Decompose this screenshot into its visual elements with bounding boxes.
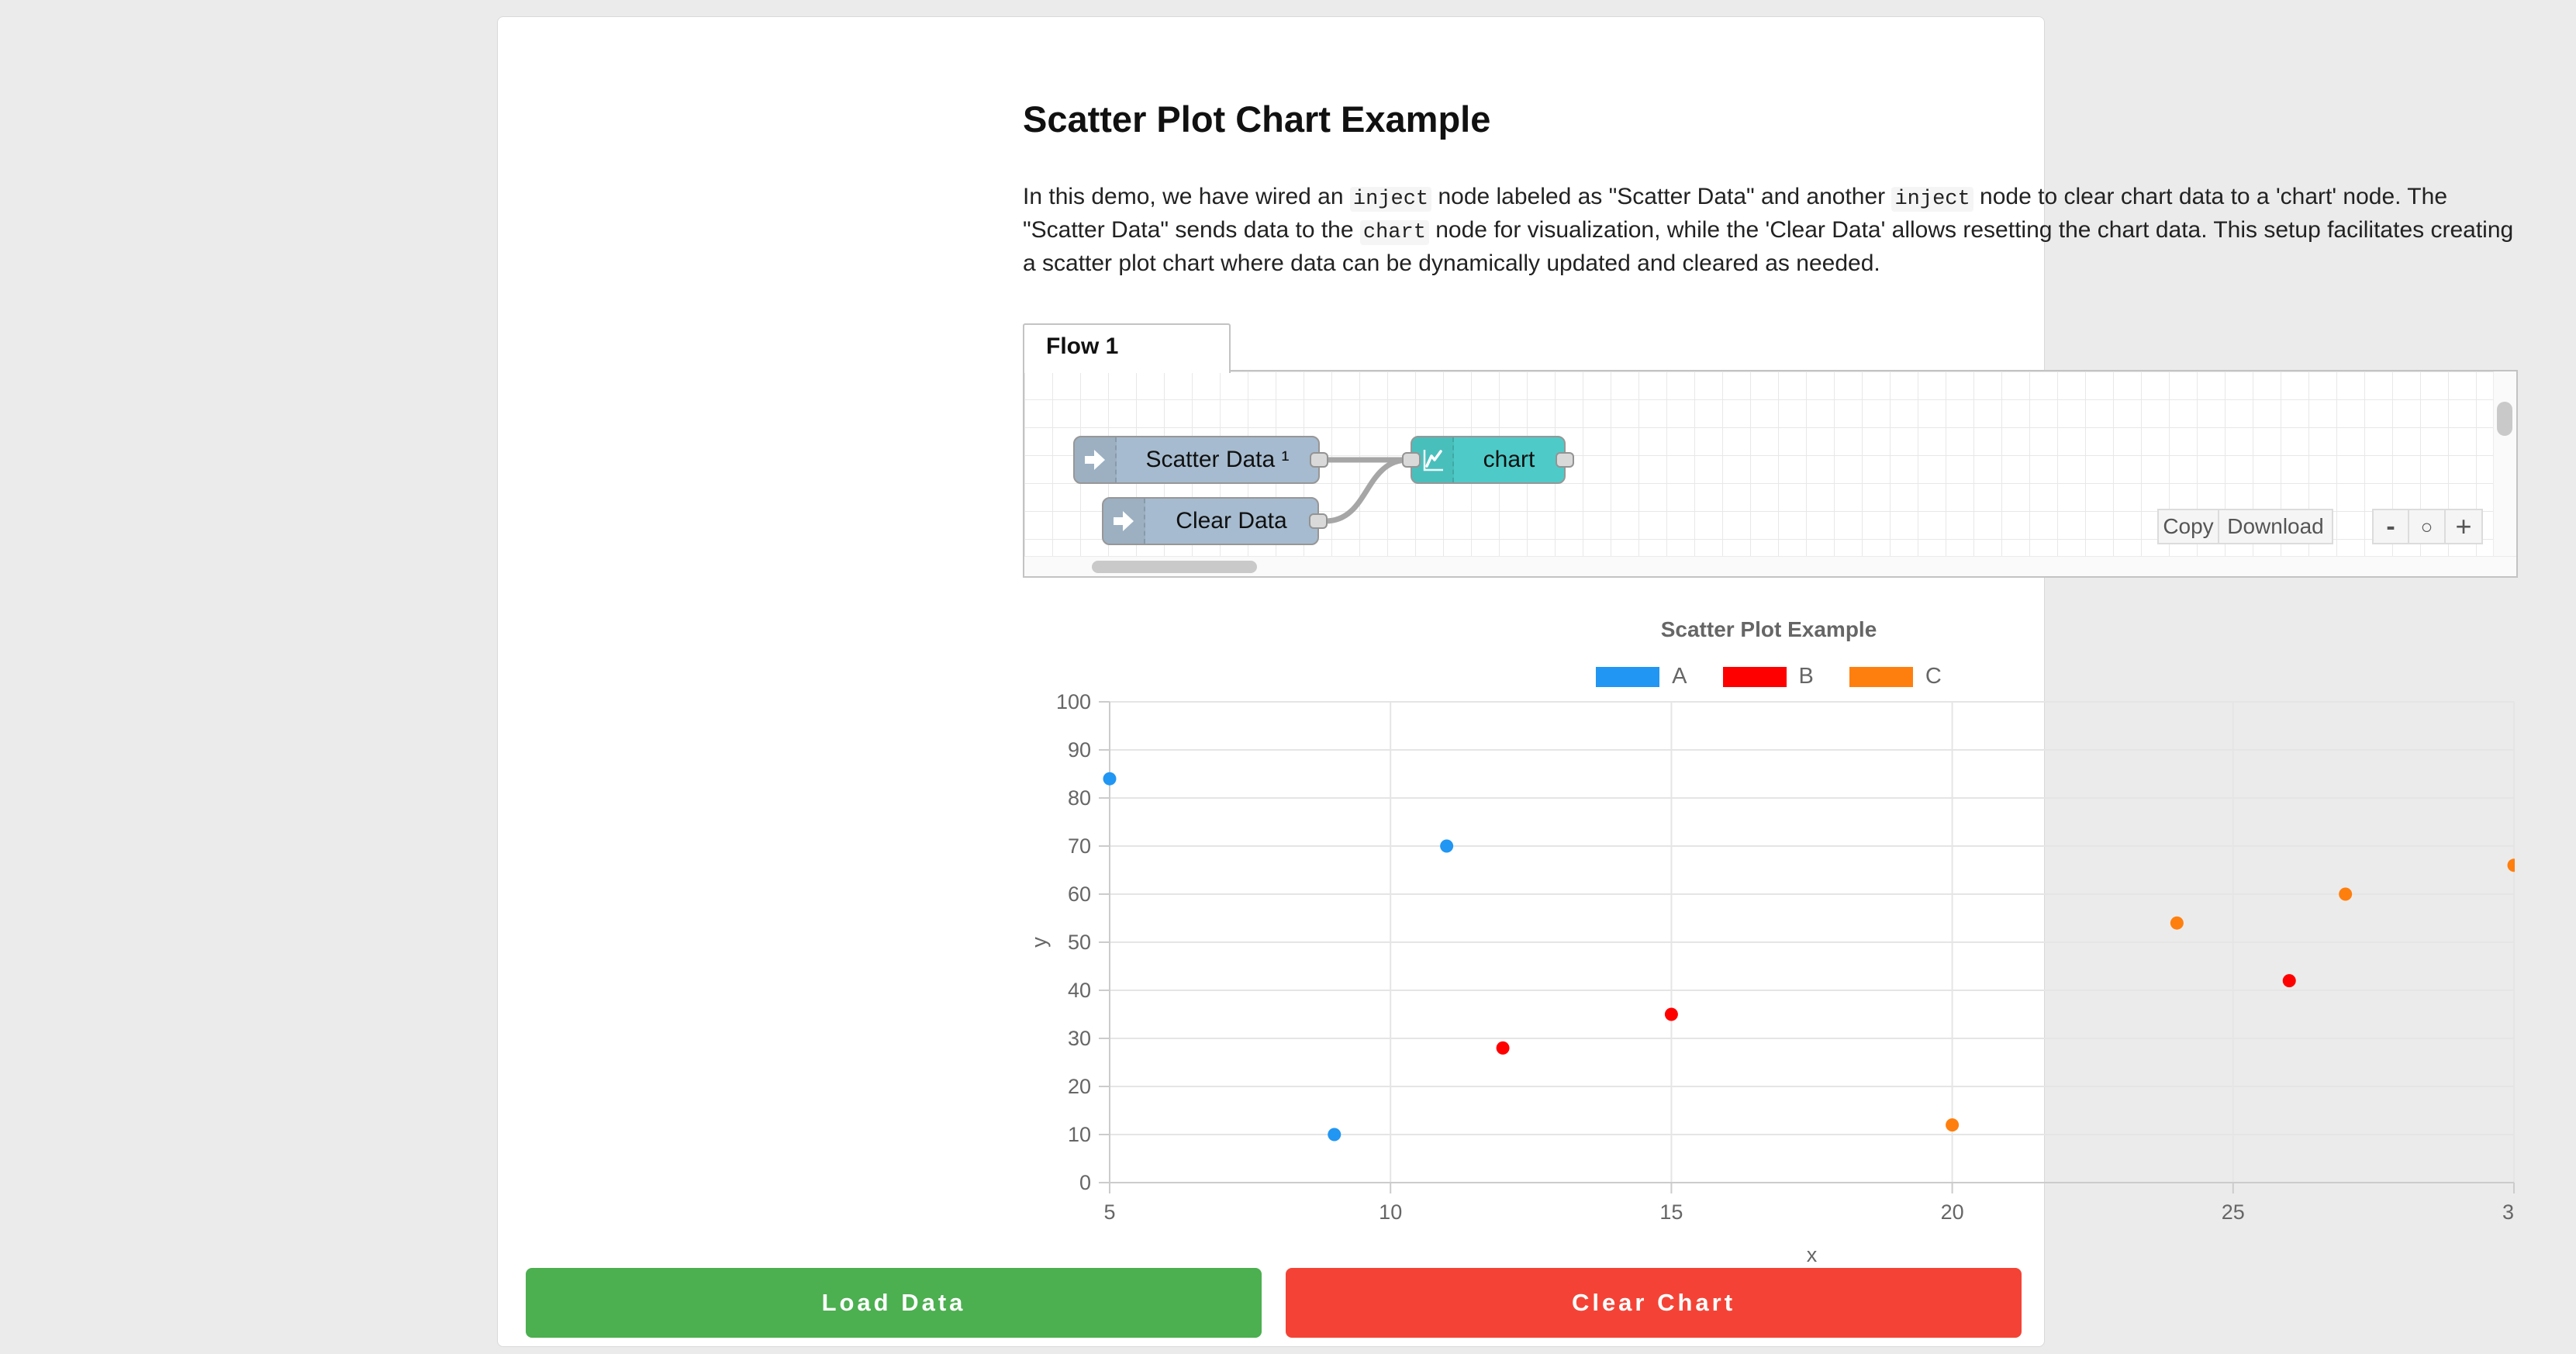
chart-legend: A B C (1023, 664, 2515, 689)
inject-node-clear-data[interactable]: Clear Data (1102, 497, 1328, 545)
inject-arrow-icon (1075, 437, 1117, 482)
legend-swatch (1849, 666, 1913, 687)
flow-canvas[interactable]: Scatter Data ¹ Clear Data chart (1023, 370, 2518, 578)
load-data-button[interactable]: Load Data (526, 1268, 1262, 1338)
chart-node[interactable]: chart (1402, 436, 1574, 484)
download-button[interactable]: Download (2219, 509, 2333, 544)
y-tick-label: 10 (1068, 1123, 1091, 1146)
scatter-point-b (2282, 974, 2296, 988)
scatter-point-a (1440, 839, 1454, 853)
inject-arrow-icon (1103, 499, 1145, 544)
y-tick-label: 100 (1056, 692, 1091, 713)
legend-label: B (1798, 664, 1814, 689)
wire-clear-to-chart (1322, 457, 1411, 524)
zoom-in-button[interactable]: + (2446, 509, 2483, 544)
zoom-out-button[interactable]: - (2372, 509, 2409, 544)
y-tick-label: 50 (1068, 931, 1091, 954)
content-card: Scatter Plot Chart Example In this demo,… (497, 16, 2518, 1347)
output-port[interactable] (1309, 513, 1328, 529)
vertical-scrollbar-track[interactable] (2493, 371, 2516, 556)
intro-text: node to clear chart data to a 'chart' no… (1023, 184, 2447, 243)
scatter-point-b (1496, 1041, 1510, 1055)
scatter-point-b (1664, 1007, 1678, 1021)
x-tick-label: 15 (1659, 1200, 1683, 1224)
clear-chart-button[interactable]: Clear Chart (1286, 1268, 2022, 1338)
x-tick-label: 25 (2222, 1200, 2245, 1224)
y-axis-title: y (1027, 937, 1051, 948)
flow-wires (1316, 457, 1411, 524)
horizontal-scrollbar-thumb[interactable] (1092, 561, 1257, 573)
flow-tab[interactable]: Flow 1 (1023, 323, 1231, 373)
legend-item-c[interactable]: C (1849, 664, 1942, 689)
y-tick-label: 90 (1068, 738, 1091, 762)
scatter-point-c (1946, 1118, 1960, 1132)
scatter-point-a (1103, 772, 1117, 786)
legend-swatch (1722, 666, 1787, 687)
scatter-point-c (2339, 887, 2353, 901)
y-tick-label: 20 (1068, 1075, 1091, 1098)
intro-text: In this demo, we have wired an (1023, 184, 1350, 209)
legend-label: A (1672, 664, 1687, 689)
scatter-point-c (2170, 916, 2184, 930)
scatter-chart: Scatter Plot Example A B C 0 10 20 30 40 50 60 70… (1023, 600, 2515, 1266)
x-axis-title: x (1807, 1243, 1818, 1266)
x-tick-label: 10 (1379, 1200, 1402, 1224)
vertical-scrollbar-thumb[interactable] (2497, 402, 2512, 436)
y-tick-label: 70 (1068, 834, 1091, 858)
output-port[interactable] (1310, 452, 1328, 468)
page-title: Scatter Plot Chart Example (1023, 98, 1491, 140)
output-port[interactable] (1556, 452, 1574, 468)
intro-text: node labeled as "Scatter Data" and anoth… (1431, 184, 1892, 209)
node-label: Clear Data (1176, 508, 1287, 534)
copy-button[interactable]: Copy (2157, 509, 2219, 544)
node-label: chart (1483, 447, 1535, 472)
legend-item-a[interactable]: A (1596, 664, 1687, 689)
intro-paragraph: In this demo, we have wired an inject no… (1023, 181, 2519, 278)
horizontal-scrollbar-track[interactable] (1024, 556, 2516, 576)
inline-code: inject (1891, 187, 1973, 212)
legend-item-b[interactable]: B (1722, 664, 1814, 689)
y-tick-label: 80 (1068, 786, 1091, 810)
inject-node-scatter-data[interactable]: Scatter Data ¹ (1073, 436, 1328, 484)
scatter-point-a (1328, 1128, 1342, 1142)
legend-swatch (1596, 666, 1660, 687)
inline-code: inject (1349, 187, 1432, 212)
scatter-point-c (2507, 858, 2515, 872)
y-tick-label: 40 (1068, 979, 1091, 1002)
zoom-reset-button[interactable]: ○ (2409, 509, 2446, 544)
intro-text: node for visualization, while the 'Clear… (1023, 217, 2514, 276)
x-tick-label: 30 (2502, 1200, 2515, 1224)
node-label: Scatter Data ¹ (1145, 447, 1290, 472)
y-tick-label: 30 (1068, 1027, 1091, 1050)
x-tick-label: 20 (1941, 1200, 1964, 1224)
y-tick-label: 60 (1068, 883, 1091, 906)
legend-label: C (1925, 664, 1942, 689)
inline-code: chart (1359, 220, 1429, 245)
chart-title: Scatter Plot Example (1660, 617, 1877, 641)
input-port[interactable] (1402, 452, 1421, 468)
x-tick-label: 5 (1103, 1200, 1115, 1224)
plot-area: 0 10 20 30 40 50 60 70 80 90 100 5 10 15 20 25 30 x y (1027, 692, 2515, 1266)
flow-tab-label: Flow 1 (1046, 333, 1119, 359)
y-tick-label: 0 (1079, 1171, 1091, 1194)
